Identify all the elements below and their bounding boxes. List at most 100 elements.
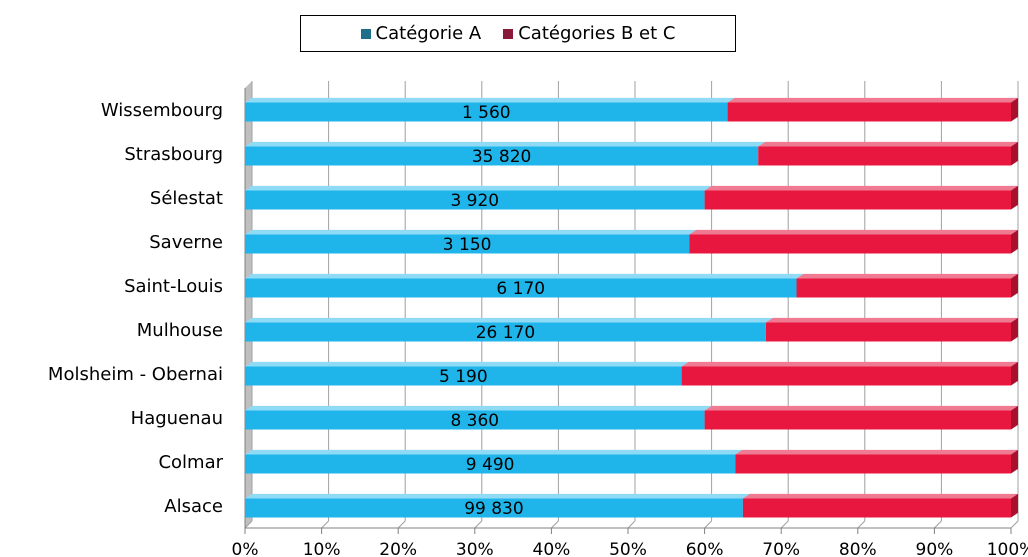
gridline-foot — [244, 520, 253, 529]
legend-label-bc: Catégories B et C — [518, 23, 676, 44]
bar-segment-a — [245, 410, 705, 430]
gridline-foot — [551, 520, 559, 529]
bar-top-a — [245, 493, 750, 499]
bar-end-bc — [1011, 493, 1018, 518]
bar-top-bc — [727, 97, 1018, 103]
x-tick-label: 0% — [232, 540, 259, 557]
bar-segment-bc — [689, 234, 1011, 254]
data-label: 3 920 — [450, 191, 499, 211]
bar-end-bc — [1011, 141, 1018, 166]
x-tick-label: 70% — [762, 540, 800, 557]
bar-end-bc — [1011, 229, 1018, 254]
bar-top-bc — [758, 141, 1018, 147]
bar-end-bc — [1011, 273, 1018, 298]
x-tick-label: 50% — [609, 540, 647, 557]
bar-top-a — [245, 317, 773, 323]
data-label: 9 490 — [466, 455, 515, 475]
bar-top-bc — [765, 317, 1018, 323]
bar-segment-bc — [758, 146, 1011, 166]
category-label: Mulhouse — [137, 320, 223, 341]
bar-top-a — [245, 361, 689, 367]
gridline-foot — [857, 520, 866, 529]
bar-top-a — [245, 229, 697, 235]
bar-end-bc — [1011, 97, 1018, 122]
category-label: Colmar — [158, 452, 223, 473]
data-label: 1 560 — [462, 103, 511, 123]
data-label: 99 830 — [464, 499, 523, 519]
bar-end-bc — [1011, 185, 1018, 210]
gridline-foot — [321, 520, 329, 529]
gridline-foot — [780, 520, 789, 529]
bar-segment-bc — [742, 498, 1011, 518]
x-tick-label: 90% — [916, 540, 954, 557]
bar-segment-bc — [704, 190, 1011, 210]
data-label: 5 190 — [439, 367, 488, 387]
bar-segment-bc — [796, 278, 1011, 298]
legend-item-bc: Catégories B et C — [503, 23, 675, 44]
x-tick-label: 100% — [987, 540, 1028, 557]
legend-swatch-a — [360, 28, 371, 39]
category-label: Saverne — [149, 232, 223, 253]
category-label: Sélestat — [150, 188, 223, 209]
bar-top-bc — [689, 229, 1018, 235]
bar-segment-bc — [727, 102, 1011, 122]
bar-segment-a — [245, 146, 759, 166]
bar-segment-bc — [735, 454, 1011, 474]
x-tick-label: 30% — [456, 540, 494, 557]
x-tick-label: 10% — [303, 540, 341, 557]
bar-segment-a — [245, 454, 736, 474]
bar-end-bc — [1011, 449, 1018, 474]
bar-top-a — [245, 449, 743, 455]
category-label: Wissembourg — [101, 100, 223, 121]
bar-top-bc — [704, 185, 1018, 191]
bar-top-bc — [704, 405, 1018, 411]
gridline-foot — [934, 520, 942, 529]
bar-segment-a — [245, 366, 682, 386]
bar-top-bc — [681, 361, 1018, 367]
gridline-foot — [474, 520, 483, 529]
bar-segment-a — [245, 234, 690, 254]
legend-label-a: Catégorie A — [375, 23, 482, 44]
bar-segment-a — [245, 278, 797, 298]
bar-segment-a — [245, 498, 743, 518]
bars — [245, 97, 1018, 518]
bar-top-a — [245, 185, 712, 191]
category-label: Molsheim - Obernai — [48, 364, 223, 385]
bar-top-a — [245, 273, 804, 279]
bar-top-bc — [796, 273, 1018, 279]
bar-segment-a — [245, 102, 728, 122]
bar-top-bc — [742, 493, 1018, 499]
data-label: 26 170 — [476, 323, 535, 343]
bar-segment-bc — [681, 366, 1011, 386]
bar-segment-a — [245, 190, 705, 210]
x-tick-label: 80% — [839, 540, 877, 557]
x-tick-label: 20% — [379, 540, 417, 557]
gridline-foot — [397, 520, 406, 529]
data-label: 3 150 — [443, 235, 492, 255]
legend: Catégorie A Catégories B et C — [300, 15, 736, 52]
labels: 0% 10% 20% 30% 40% 50% 60% 70% 80% 90% 100% Wissemb… — [48, 100, 1028, 557]
gridline-foot — [1010, 520, 1019, 529]
bar-top-a — [245, 141, 766, 147]
category-label: Strasbourg — [124, 144, 223, 165]
category-label: Saint-Louis — [124, 276, 223, 297]
bar-top-a — [245, 97, 735, 103]
bar-end-bc — [1011, 361, 1018, 386]
category-label: Haguenau — [131, 408, 223, 429]
bar-top-bc — [735, 449, 1018, 455]
bar-segment-bc — [704, 410, 1011, 430]
bar-top-a — [245, 405, 712, 411]
gridline-foot — [627, 520, 636, 529]
data-label: 8 360 — [450, 411, 499, 431]
legend-item-a: Catégorie A — [360, 23, 482, 44]
bar-segment-a — [245, 322, 766, 342]
legend-swatch-bc — [503, 28, 514, 39]
category-label: Alsace — [164, 496, 223, 517]
bar-segment-bc — [765, 322, 1011, 342]
bar-end-bc — [1011, 317, 1018, 342]
data-label: 35 820 — [472, 147, 531, 167]
x-tick-label: 40% — [533, 540, 571, 557]
data-label: 6 170 — [496, 279, 545, 299]
bar-end-bc — [1011, 405, 1018, 430]
